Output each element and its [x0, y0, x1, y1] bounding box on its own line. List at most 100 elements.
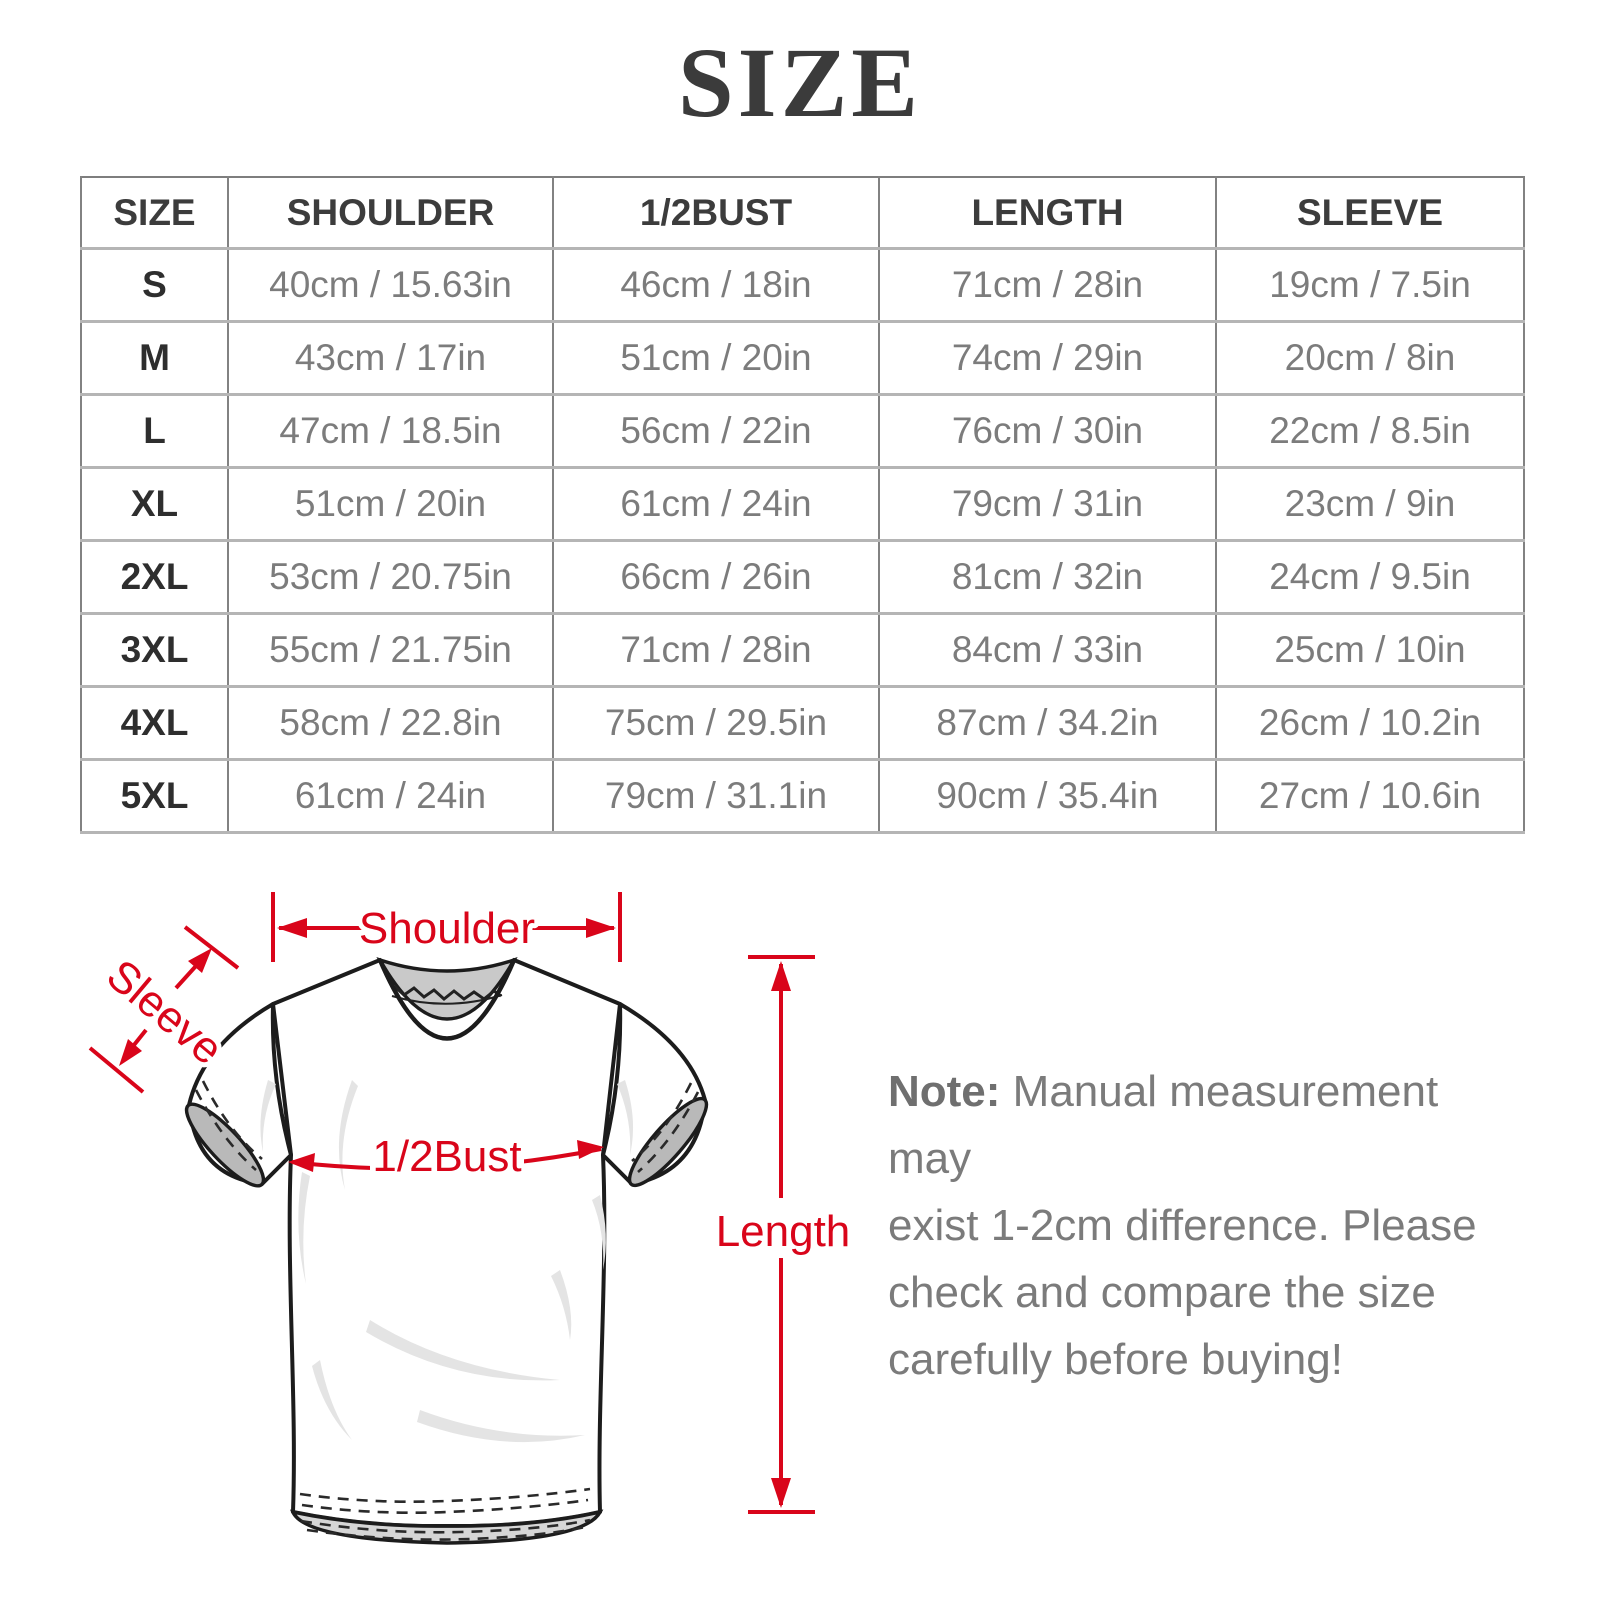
table-row: 5XL 61cm / 24in 79cm / 31.1in 90cm / 35.4in… [80, 758, 1525, 834]
right-cuff-opening [627, 1096, 709, 1188]
length-label: Length [716, 1207, 851, 1256]
cell-length: 84cm / 33in [878, 612, 1217, 688]
cell-size: S [80, 247, 229, 323]
cell-bust: 46cm / 18in [552, 247, 880, 323]
cell-length: 79cm / 31in [878, 466, 1217, 542]
cell-shoulder: 51cm / 20in [227, 466, 554, 542]
right-sleeve-stitch [631, 1082, 693, 1163]
column-header: LENGTH [878, 177, 1217, 250]
tshirt-illustration [184, 957, 709, 1545]
cell-length: 87cm / 34.2in [878, 685, 1217, 761]
arrowhead-left [288, 1153, 315, 1172]
hem-stitch-line [306, 1525, 586, 1541]
hem-stitch-line [300, 1518, 591, 1534]
fabric-wrinkle [417, 1410, 585, 1443]
cell-shoulder: 43cm / 17in [227, 320, 554, 396]
front-neckline [377, 959, 517, 1041]
arrowhead-left [277, 918, 307, 938]
table-row: XL 51cm / 20in 61cm / 24in 79cm / 31in 23cm … [80, 466, 1525, 542]
cell-shoulder: 40cm / 15.63in [227, 247, 554, 323]
cell-shoulder: 58cm / 22.8in [227, 685, 554, 761]
fabric-wrinkle [338, 1080, 358, 1190]
collar-zigzag-stitch [392, 984, 502, 1001]
cell-size: M [80, 320, 229, 396]
fabric-wrinkle [551, 1270, 572, 1340]
cell-shoulder: 53cm / 20.75in [227, 539, 554, 615]
tshirt-body [271, 958, 622, 1529]
hem-stitch-line [299, 1487, 591, 1503]
cell-bust: 71cm / 28in [552, 612, 880, 688]
cell-length: 74cm / 29in [878, 320, 1217, 396]
cell-size: 4XL [80, 685, 229, 761]
note-line: exist 1-2cm difference. Please [888, 1201, 1477, 1250]
cell-sleeve: 27cm / 10.6in [1215, 758, 1525, 834]
table-row: S 40cm / 15.63in 46cm / 18in 71cm / 28in 19c… [80, 247, 1525, 323]
bust-label: 1/2Bust [372, 1132, 521, 1181]
table-row: 4XL 58cm / 22.8in 75cm / 29.5in 87cm / 34.2… [80, 685, 1525, 761]
cell-bust: 56cm / 22in [552, 393, 880, 469]
fabric-wrinkle [298, 1172, 310, 1284]
page-title: SIZE [678, 27, 922, 138]
size-table-head-row: SIZE SHOULDER 1/2BUST LENGTH SLEEVE [80, 177, 1525, 250]
arrowhead-down [771, 1478, 791, 1508]
sleeve-label: Sleeve [97, 950, 232, 1074]
size-table-body: S 40cm / 15.63in 46cm / 18in 71cm / 28in 19c… [80, 247, 1525, 834]
note-line: Manual measurement may [888, 1067, 1439, 1183]
cell-sleeve: 23cm / 9in [1215, 466, 1525, 542]
cell-length: 81cm / 32in [878, 539, 1217, 615]
cell-size: 2XL [80, 539, 229, 615]
cell-bust: 66cm / 26in [552, 539, 880, 615]
cell-bust: 75cm / 29.5in [552, 685, 880, 761]
note-label: Note: [888, 1067, 1001, 1116]
note-line: check and compare the size [888, 1268, 1436, 1317]
fabric-wrinkle [592, 1195, 606, 1270]
arrowhead-down-left [119, 1039, 142, 1066]
bust-dimension: 1/2Bust [288, 1127, 604, 1186]
cell-sleeve: 26cm / 10.2in [1215, 685, 1525, 761]
table-row: M 43cm / 17in 51cm / 20in 74cm / 29in 20cm /… [80, 320, 1525, 396]
fabric-wrinkle [312, 1360, 352, 1440]
cell-shoulder: 61cm / 24in [227, 758, 554, 834]
length-dimension: Length [711, 955, 855, 1514]
column-header: 1/2BUST [552, 177, 880, 250]
arrowhead-right [577, 1140, 604, 1159]
collar-tape-edge [391, 994, 503, 1005]
cell-bust: 51cm / 20in [552, 320, 880, 396]
cell-sleeve: 25cm / 10in [1215, 612, 1525, 688]
cell-size: 3XL [80, 612, 229, 688]
shoulder-label: Shoulder [359, 904, 535, 953]
column-header: SLEEVE [1215, 177, 1525, 250]
cell-size: L [80, 393, 229, 469]
cell-length: 90cm / 35.4in [878, 758, 1217, 834]
arrowhead-up [771, 961, 791, 991]
column-header: SHOULDER [227, 177, 554, 250]
arrowhead-up-right [188, 948, 212, 973]
size-chart-table: SIZE SHOULDER 1/2BUST LENGTH SLEEVE S 40cm / … [80, 176, 1525, 834]
cell-bust: 61cm / 24in [552, 466, 880, 542]
cell-length: 71cm / 28in [878, 247, 1217, 323]
fabric-wrinkle [260, 1080, 276, 1152]
cell-sleeve: 20cm / 8in [1215, 320, 1525, 396]
note-text: Note: Manual measurement may exist 1-2cm… [888, 1058, 1513, 1393]
left-sleeve-stitch [201, 1080, 263, 1161]
shoulder-dimension: Shoulder [271, 892, 622, 962]
cell-bust: 79cm / 31.1in [552, 758, 880, 834]
cell-sleeve: 22cm / 8.5in [1215, 393, 1525, 469]
table-row: L 47cm / 18.5in 56cm / 22in 76cm / 30in 22cm… [80, 393, 1525, 469]
note-line: carefully before buying! [888, 1335, 1343, 1384]
cell-shoulder: 55cm / 21.75in [227, 612, 554, 688]
tshirt-measurement-diagram: Shoulder Sleeve 1/2Bust L [88, 892, 855, 1545]
hem-stitch-line [301, 1498, 589, 1514]
cell-length: 76cm / 30in [878, 393, 1217, 469]
cell-size: XL [80, 466, 229, 542]
fabric-wrinkle [617, 1080, 634, 1155]
arrowhead-right [586, 918, 616, 938]
table-row: 3XL 55cm / 21.75in 71cm / 28in 84cm / 33in 2… [80, 612, 1525, 688]
cell-sleeve: 24cm / 9.5in [1215, 539, 1525, 615]
cell-size: 5XL [80, 758, 229, 834]
cell-shoulder: 47cm / 18.5in [227, 393, 554, 469]
column-header: SIZE [80, 177, 229, 250]
fabric-wrinkle [366, 1320, 560, 1381]
table-row: 2XL 53cm / 20.75in 66cm / 26in 81cm / 32in 2… [80, 539, 1525, 615]
cell-sleeve: 19cm / 7.5in [1215, 247, 1525, 323]
